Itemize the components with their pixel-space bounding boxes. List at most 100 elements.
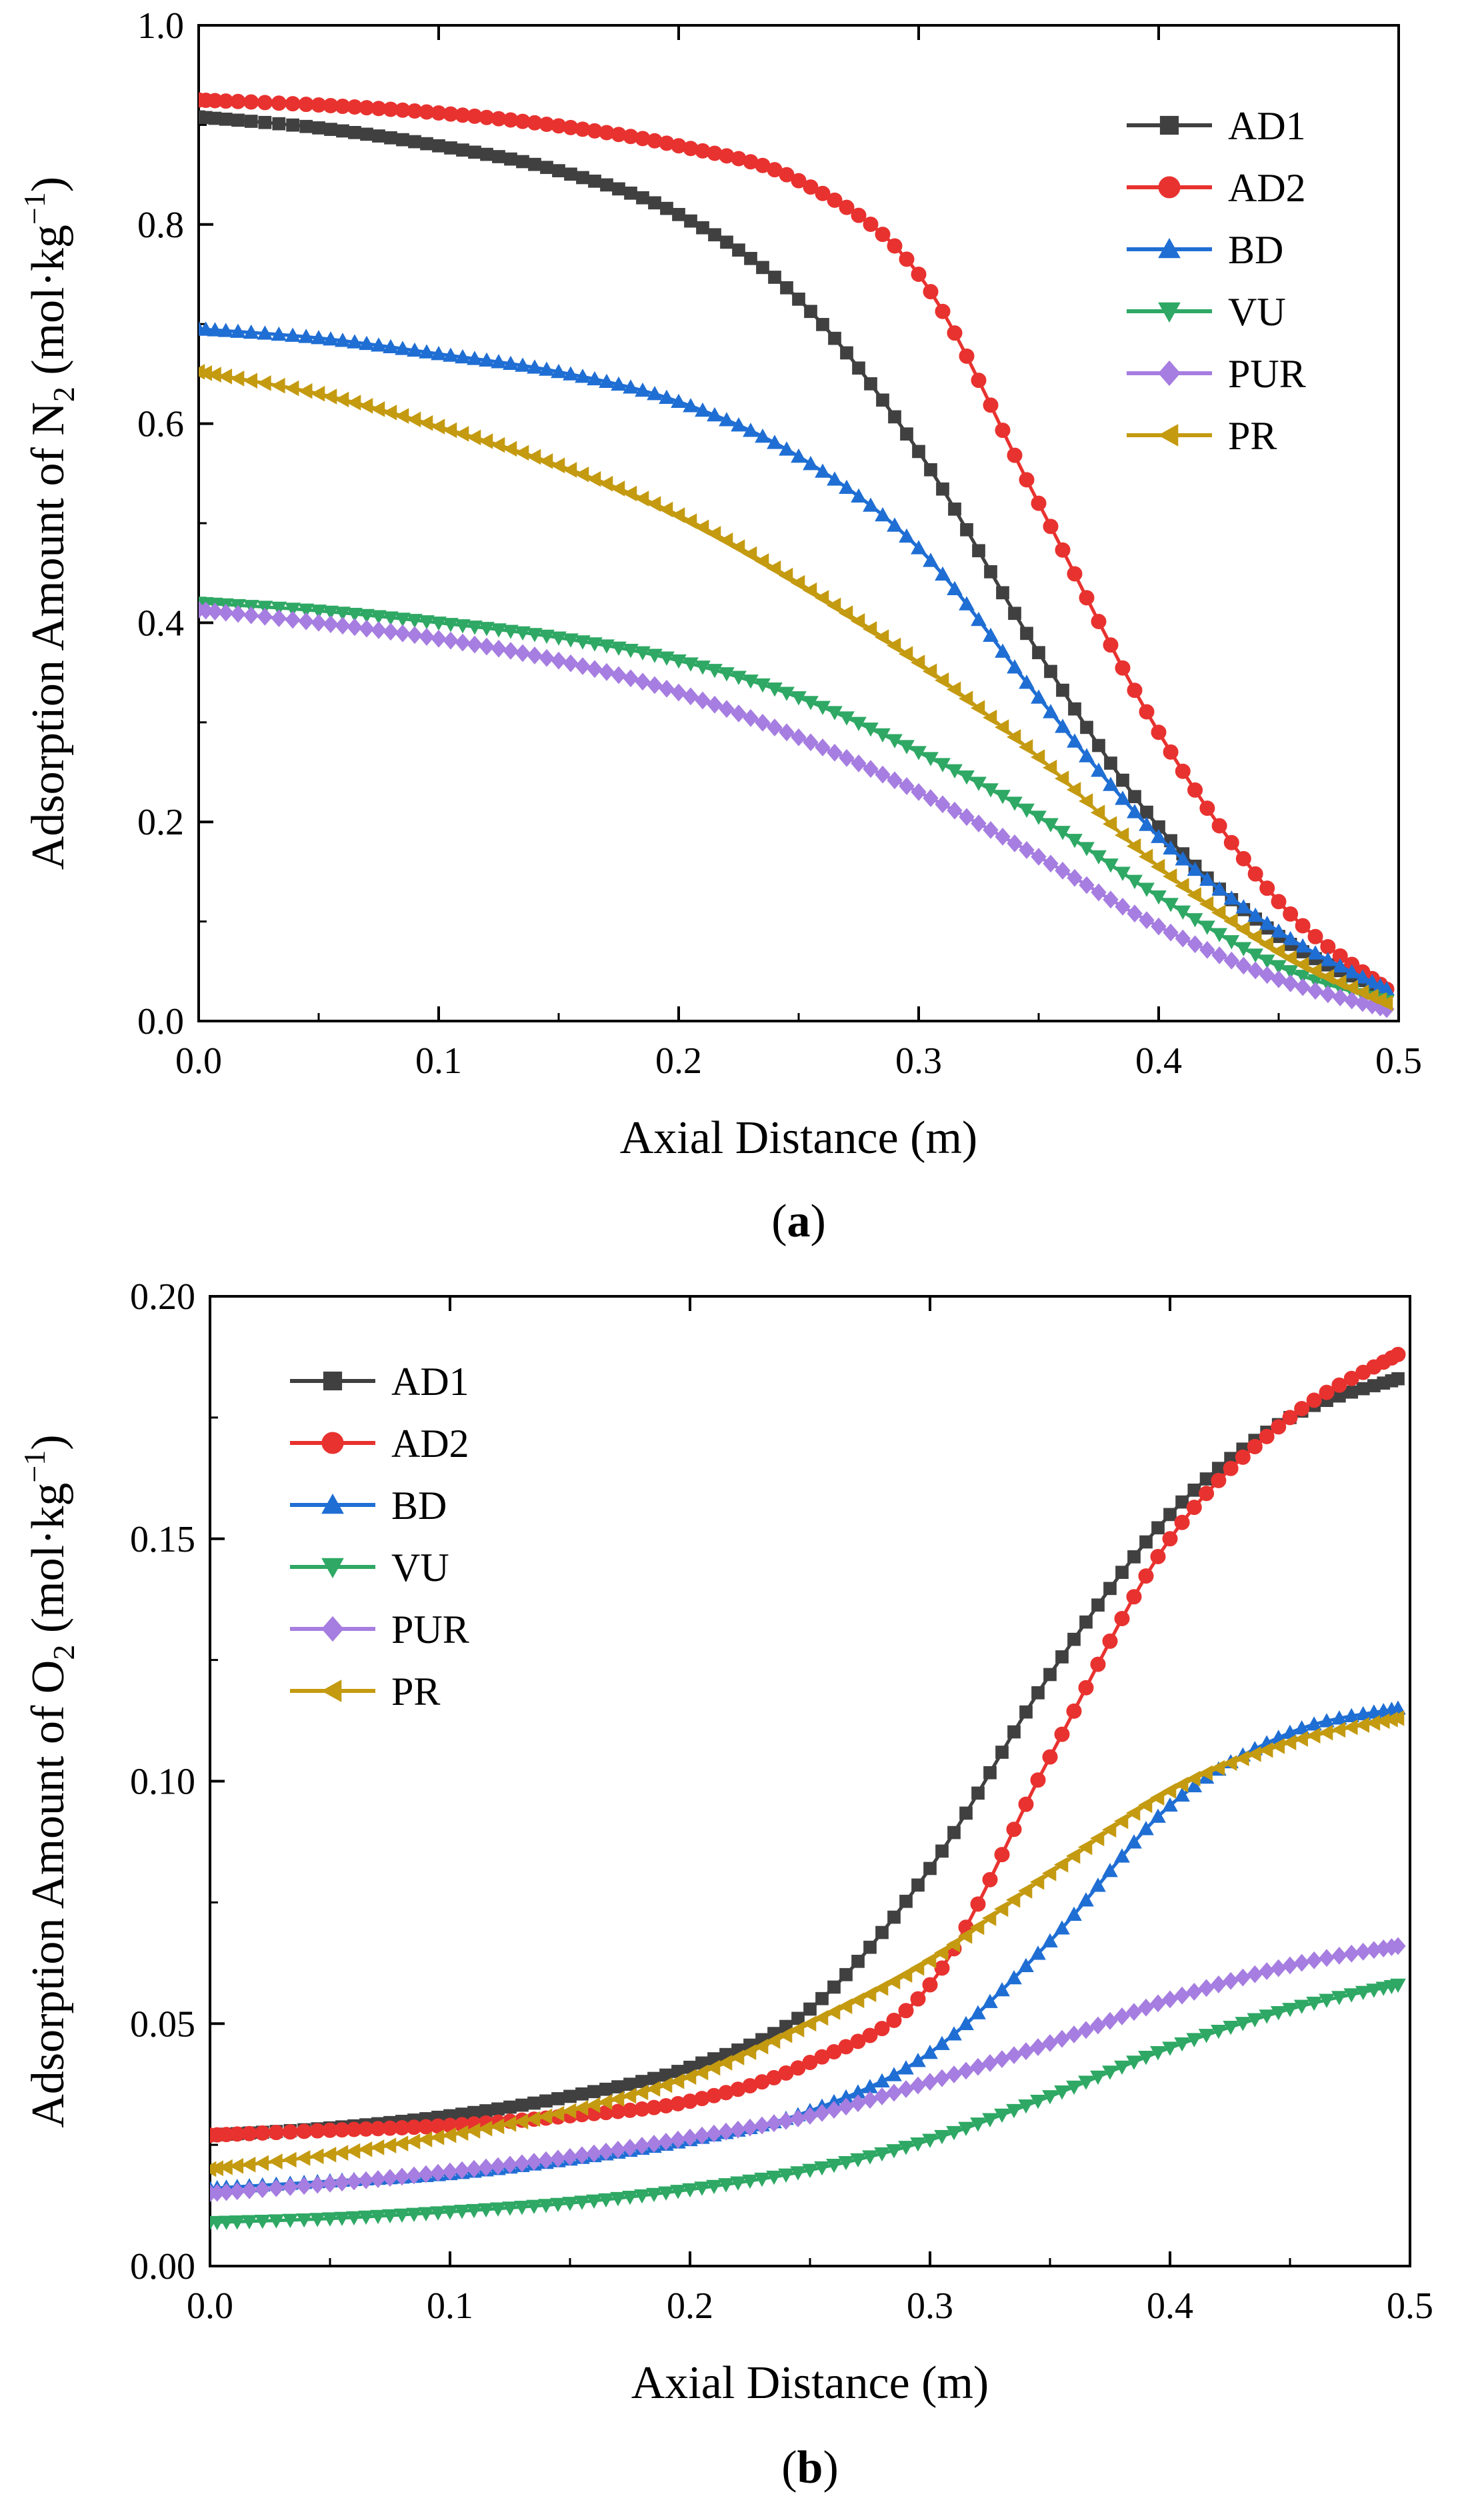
data-point-pur: [309, 2175, 325, 2194]
data-point-pur: [1186, 1982, 1202, 2001]
data-point-ad1: [576, 171, 589, 185]
data-point-pur: [538, 2151, 554, 2169]
panel-caption: (b): [781, 2442, 839, 2493]
data-point-bd: [934, 2035, 950, 2050]
data-point-vu: [1114, 2060, 1130, 2075]
data-point-pur: [527, 646, 543, 664]
data-point-pur: [394, 2167, 410, 2186]
data-point-bd: [1223, 890, 1240, 905]
data-point-pur: [1211, 946, 1227, 964]
data-point-vu: [670, 2185, 686, 2199]
data-point-pur: [1031, 848, 1047, 866]
data-point-pur: [683, 687, 699, 706]
data-point-vu: [268, 2214, 285, 2229]
data-point-pur: [755, 713, 771, 732]
data-point-pr: [754, 553, 769, 569]
data-point-ad1: [503, 2100, 517, 2114]
data-point-ad1: [1116, 773, 1129, 787]
x-tick-label: 0.1: [427, 2285, 473, 2327]
data-point-pur: [1138, 1998, 1154, 2017]
data-point-ad2: [1186, 1500, 1202, 1516]
data-point-ad2: [1163, 744, 1179, 760]
data-point-bd: [683, 398, 699, 413]
data-point-pr: [1186, 1770, 1201, 1787]
data-point-ad2: [1019, 472, 1035, 488]
data-point-pr: [229, 2157, 244, 2174]
data-point-ad2: [910, 1991, 926, 2007]
data-point-pr: [718, 533, 733, 549]
data-point-bd: [371, 337, 387, 352]
data-point-ad1: [960, 523, 973, 537]
data-point-vu: [598, 2193, 614, 2208]
data-point-vu: [1078, 2075, 1094, 2090]
data-point-ad1: [299, 119, 313, 133]
data-point-vu: [394, 2208, 410, 2223]
data-point-pr: [561, 2103, 577, 2119]
data-point-pr: [609, 2091, 625, 2107]
data-point-bd: [911, 540, 927, 555]
data-point-pr: [1137, 1797, 1153, 1814]
data-point-ad2: [1307, 928, 1323, 944]
data-point-vu: [862, 2150, 878, 2165]
data-point-vu: [922, 2133, 938, 2148]
data-point-bd: [1364, 974, 1381, 988]
y-tick-label: 0.8: [137, 205, 184, 246]
data-point-pur: [1174, 1986, 1190, 2005]
data-point-vu: [1006, 2103, 1022, 2119]
data-point-vu: [526, 2199, 542, 2215]
data-point-pur: [634, 2137, 650, 2155]
data-point-vu: [1102, 2065, 1118, 2080]
data-point-bd: [1187, 861, 1203, 876]
data-point-ad2: [1174, 1514, 1190, 1530]
data-point-ad2: [1306, 1392, 1322, 1408]
data-point-bd: [1138, 1821, 1154, 1836]
legend-marker-ad2: [1158, 176, 1181, 199]
data-point-pr: [1125, 1805, 1141, 1822]
data-point-ad1: [984, 565, 997, 579]
data-point-pur: [923, 789, 939, 807]
data-point-ad2: [983, 397, 999, 413]
data-point-ad1: [995, 1746, 1009, 1759]
data-point-pr: [526, 449, 541, 465]
data-point-bd: [1307, 945, 1323, 960]
data-point-ad2: [1211, 1472, 1227, 1488]
data-point-pur: [1331, 1946, 1347, 1965]
data-point-pur: [587, 660, 603, 678]
data-point-pur: [910, 2076, 926, 2095]
x-axis-label: Axial Distance (m): [620, 1112, 977, 1164]
data-point-vu: [454, 2205, 470, 2219]
data-point-pur: [851, 754, 867, 772]
data-point-pr: [1113, 1813, 1129, 1830]
data-point-vu: [442, 2205, 458, 2220]
data-point-pur: [731, 704, 747, 722]
data-point-pr: [322, 389, 337, 405]
data-point-pr: [1389, 1710, 1405, 1726]
data-point-pr: [1235, 921, 1250, 937]
data-point-bd: [875, 507, 891, 522]
data-point-pr: [254, 2155, 269, 2171]
data-point-pur: [479, 637, 495, 656]
data-point-vu: [551, 631, 567, 646]
data-point-ad1: [804, 305, 817, 319]
data-point-vu: [839, 711, 855, 726]
data-point-vu: [466, 2203, 482, 2219]
data-point-pr: [1090, 804, 1105, 821]
data-point-ad1: [272, 117, 286, 131]
legend-marker-pr: [321, 1680, 342, 1702]
data-point-pur: [766, 2114, 782, 2133]
data-point-pur: [719, 700, 735, 718]
data-point-ad2: [862, 2027, 878, 2043]
data-point-vu: [706, 2179, 722, 2195]
data-point-pr: [969, 1919, 985, 1935]
data-point-vu: [923, 752, 939, 766]
data-point-pr: [1307, 962, 1322, 979]
data-point-pur: [230, 605, 246, 623]
data-point-vu: [322, 2212, 338, 2227]
data-point-pur: [1259, 966, 1275, 984]
data-point-pr: [730, 539, 745, 555]
data-point-bd: [359, 335, 375, 351]
data-point-bd: [695, 402, 711, 417]
data-point-bd: [1139, 816, 1155, 831]
legend-marker-pr: [1157, 424, 1179, 447]
data-point-vu: [1295, 970, 1311, 984]
